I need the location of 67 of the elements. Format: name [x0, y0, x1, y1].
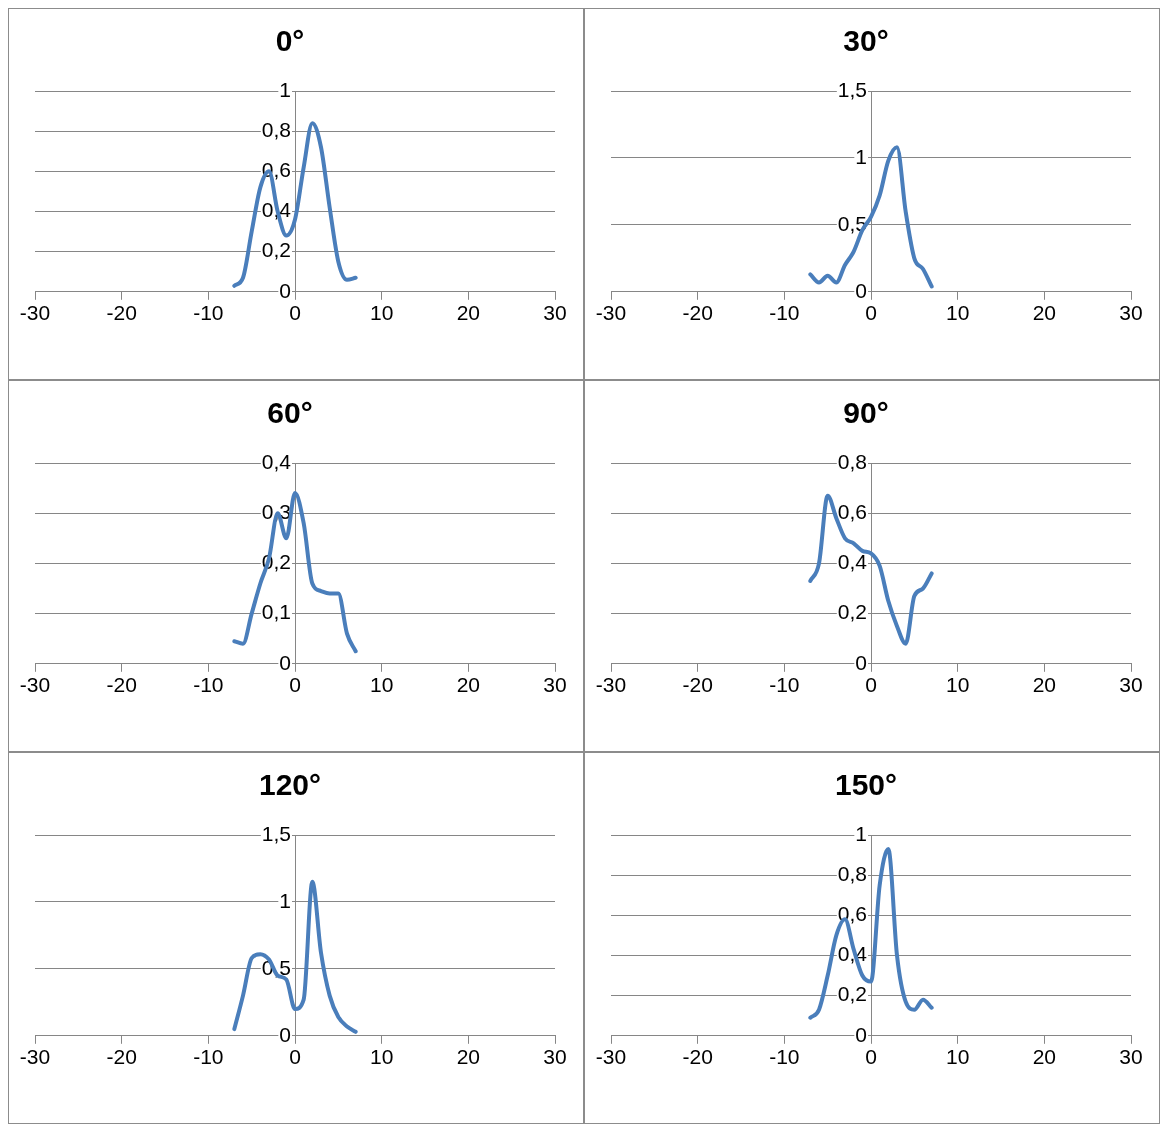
x-tick-label: -10	[769, 673, 800, 697]
y-tick-label: 0,2	[837, 600, 867, 624]
y-tick-label: 1	[855, 821, 867, 845]
y-tick-label: 0	[855, 650, 867, 674]
x-tick-label: -20	[106, 301, 137, 325]
y-tick-label: 0,8	[837, 861, 867, 885]
y-tick-label: 0	[855, 278, 867, 302]
x-tick-label: -10	[769, 1045, 800, 1069]
x-tick-label: 20	[1032, 673, 1057, 697]
x-tick-label: 20	[456, 1045, 481, 1069]
y-tick-label: 0,1	[261, 600, 291, 624]
x-tick-label: 10	[369, 301, 394, 325]
y-tick-label: 1,5	[261, 821, 291, 845]
y-tick-label: 0	[279, 278, 291, 302]
x-tick-label: -30	[595, 1045, 627, 1069]
x-tick-label: -30	[19, 301, 51, 325]
x-tick-label: -20	[682, 1045, 713, 1069]
y-tick-label: 0	[855, 1022, 867, 1046]
y-tick-label: 1	[279, 77, 291, 101]
x-tick-label: -30	[19, 673, 51, 697]
x-tick-label: -20	[682, 673, 713, 697]
y-tick-label: 0	[279, 1022, 291, 1046]
chart-title: 90°	[843, 396, 889, 430]
line-series	[232, 491, 358, 654]
x-tick-label: -10	[769, 301, 800, 325]
line-series	[808, 493, 934, 646]
y-tick-label: 0	[279, 650, 291, 674]
y-tick-label: 0,8	[261, 117, 291, 141]
x-tick-label: 20	[456, 673, 481, 697]
x-tick-label: 30	[1119, 301, 1143, 325]
x-tick-label: 30	[543, 301, 567, 325]
x-tick-label: 10	[945, 1045, 970, 1069]
y-tick-label: 1,5	[837, 77, 867, 101]
y-tick-label: 1	[279, 888, 291, 912]
chart-title: 30°	[843, 24, 889, 58]
x-tick-label: -20	[682, 301, 713, 325]
x-tick-label: 10	[369, 673, 394, 697]
y-tick-label: 1	[855, 144, 867, 168]
chart-title: 60°	[267, 396, 313, 430]
chart-title: 0°	[275, 24, 305, 58]
x-tick-label: -10	[193, 301, 224, 325]
x-tick-label: -20	[106, 673, 137, 697]
x-tick-label: -20	[106, 1045, 137, 1069]
x-tick-label: 30	[543, 673, 567, 697]
x-tick-label: 20	[1032, 1045, 1057, 1069]
x-tick-label: 10	[945, 673, 970, 697]
x-tick-label: 30	[543, 1045, 567, 1069]
x-tick-label: -30	[595, 673, 627, 697]
x-tick-label: 20	[1032, 301, 1057, 325]
y-tick-label: 0,6	[837, 500, 867, 523]
x-tick-label: 10	[369, 1045, 394, 1069]
x-tick-label: 30	[1119, 673, 1143, 697]
chart-title: 150°	[834, 768, 898, 802]
y-tick-label: 0,4	[261, 449, 292, 473]
x-tick-label: -30	[19, 1045, 51, 1069]
chart-title: 120°	[258, 768, 322, 802]
x-tick-label: -10	[193, 1045, 224, 1069]
x-tick-label: 30	[1119, 1045, 1143, 1069]
y-tick-label: 0,8	[837, 449, 867, 473]
x-tick-label: 20	[456, 301, 481, 325]
line-series	[808, 847, 934, 1020]
x-tick-label: -10	[193, 673, 224, 697]
x-tick-label: -30	[595, 301, 627, 325]
y-tick-label: 0,2	[261, 238, 291, 262]
x-tick-label: 10	[945, 301, 970, 325]
y-tick-label: 0,2	[837, 982, 867, 1006]
y-tick-label: 0,4	[837, 550, 868, 574]
